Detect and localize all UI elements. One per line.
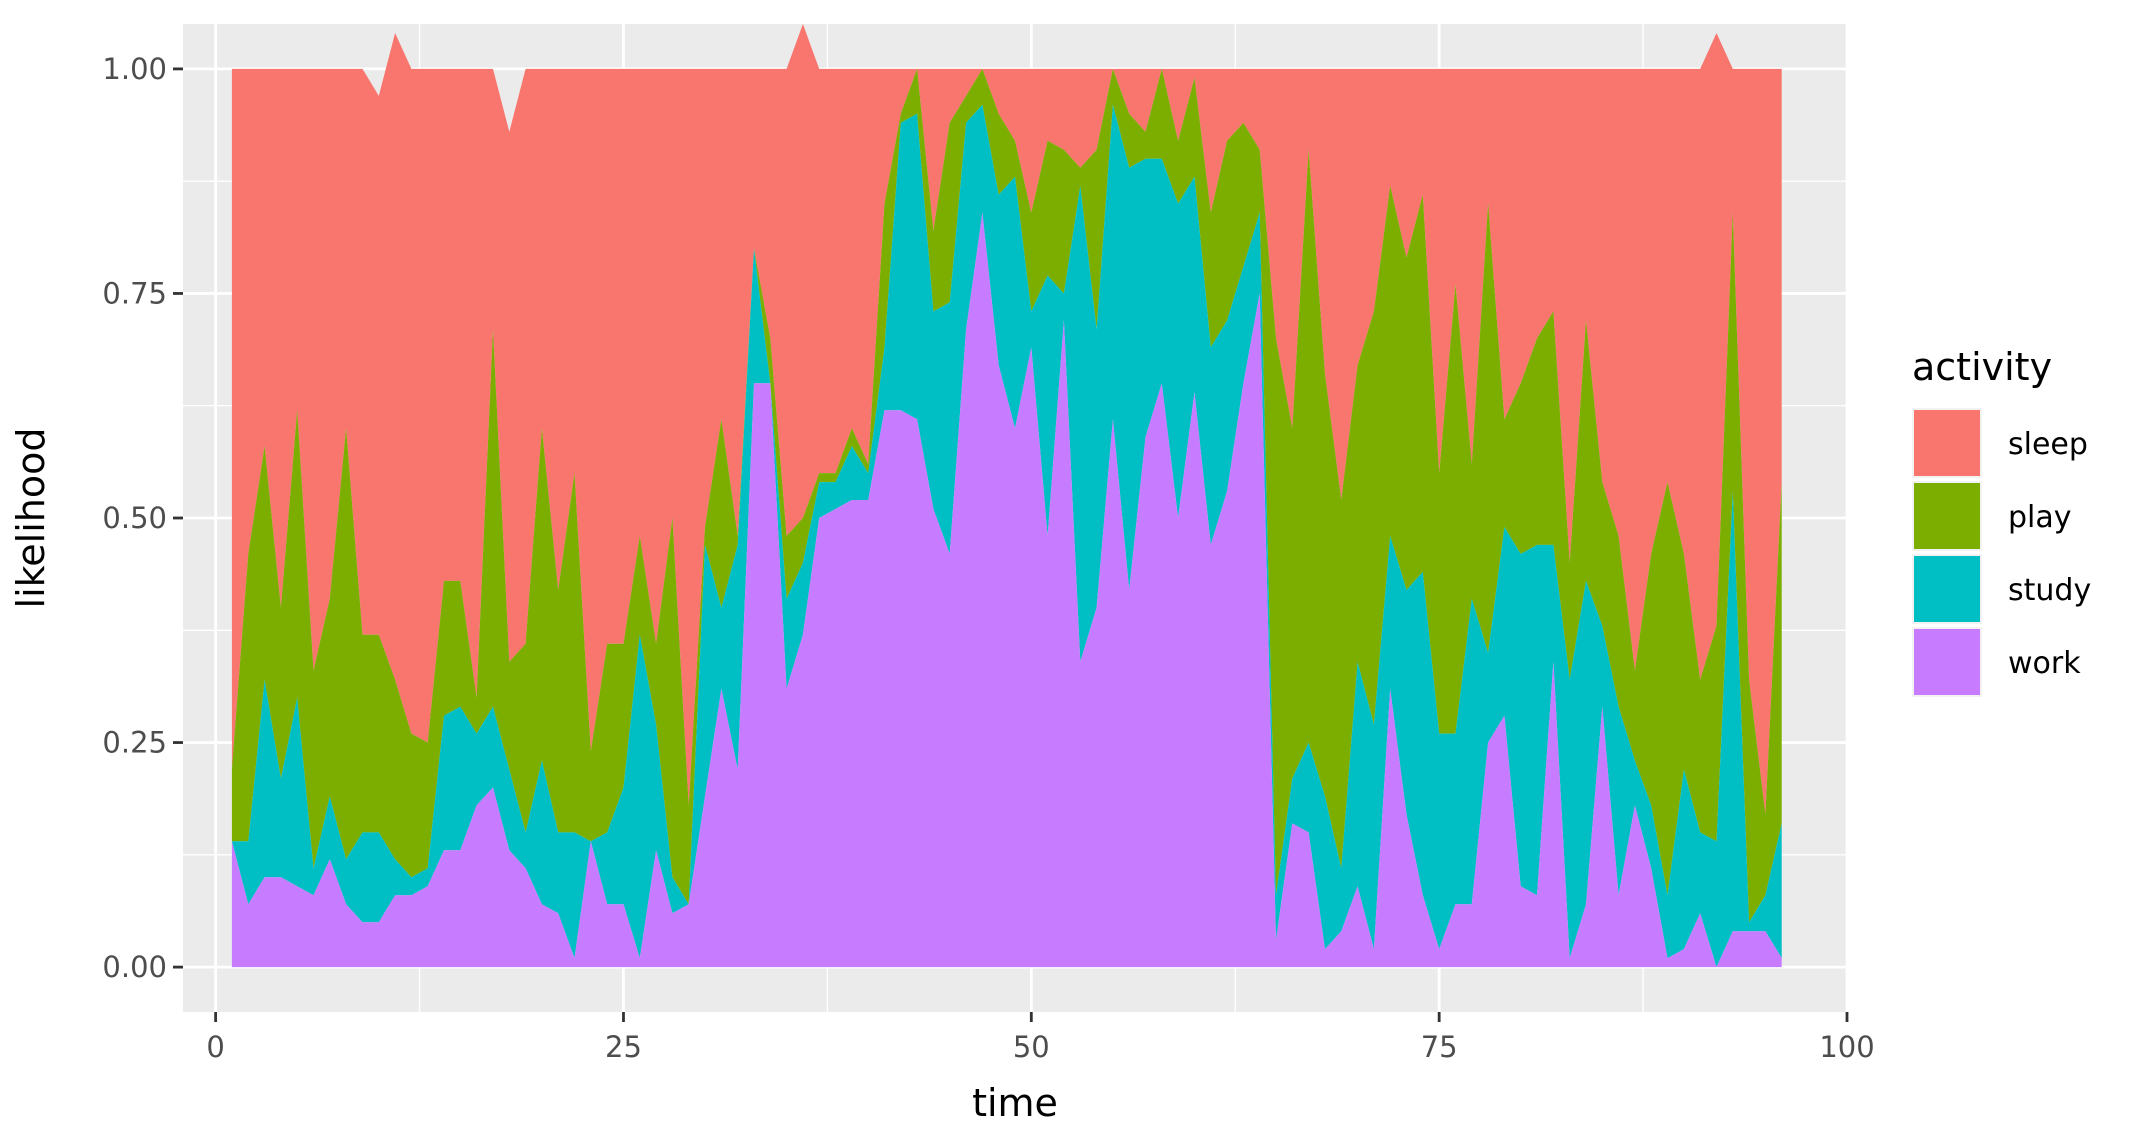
x-tick-label: 100 <box>1819 1030 1874 1064</box>
area-sleep <box>231 24 1782 815</box>
y-tick-label: 1.00 <box>102 52 167 86</box>
area-series <box>231 24 1782 968</box>
y-axis: 0.00 0.25 0.50 0.75 1.00 <box>102 52 183 984</box>
legend-title: activity <box>1912 345 2052 389</box>
area-play <box>231 68 1782 923</box>
y-tick-label: 0.00 <box>102 950 167 984</box>
x-tick-label: 75 <box>1421 1030 1458 1064</box>
area-study <box>231 104 1782 968</box>
legend-label-work: work <box>2008 646 2081 681</box>
y-tick-label: 0.25 <box>102 726 167 760</box>
x-tick-label: 25 <box>605 1030 642 1064</box>
y-tick-label: 0.50 <box>102 501 167 535</box>
x-axis: 0 25 50 75 100 <box>206 1012 1875 1064</box>
legend-label-sleep: sleep <box>2008 427 2088 462</box>
legend-key-study <box>1914 556 1980 622</box>
legend-key-work <box>1914 629 1980 695</box>
x-tick-label: 50 <box>1013 1030 1050 1064</box>
y-axis-title: likelihood <box>9 428 53 609</box>
legend-key-sleep <box>1914 410 1980 476</box>
legend: activity sleep play study work <box>1912 345 2091 697</box>
x-tick-label: 0 <box>206 1030 224 1064</box>
legend-label-play: play <box>2008 500 2072 535</box>
y-tick-label: 0.75 <box>102 276 167 310</box>
area-work <box>231 212 1782 968</box>
legend-key-play <box>1914 483 1980 549</box>
x-axis-title: time <box>972 1081 1058 1125</box>
legend-label-study: study <box>2008 573 2091 608</box>
